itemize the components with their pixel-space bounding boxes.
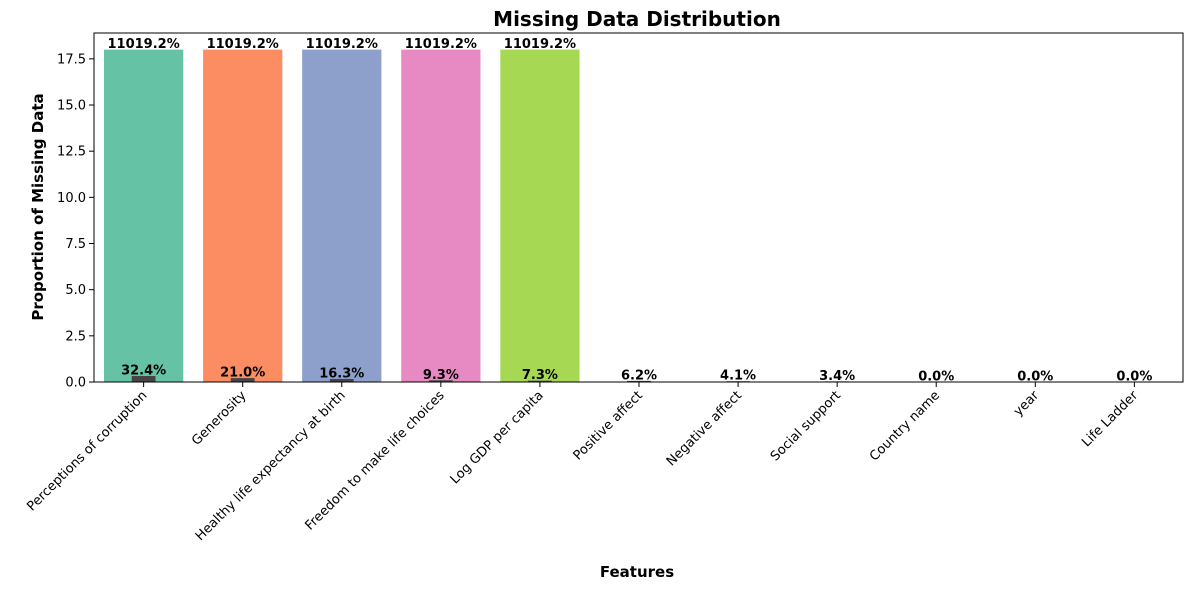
data-label-series2-6: 4.1% [720,369,756,384]
data-label-series2-7: 3.4% [819,369,855,384]
bar-series2-4 [528,380,552,382]
bar-series1-3 [401,49,481,382]
x-tick-label-4: Log GDP per capita [448,388,547,487]
y-axis-label: Proportion of Missing Data [29,93,47,320]
y-tick-label-0: 0.0 [65,376,86,391]
bar-series2-0 [131,376,156,382]
data-label-series2-0: 32.4% [121,364,166,379]
bar-series1-0 [104,49,184,382]
y-tick-label-6: 15.0 [57,99,86,114]
y-tick-label-7: 17.5 [57,52,86,67]
x-tick-label-5: Positive affect [571,388,646,463]
x-tick-label-1: Generosity [189,388,250,449]
bar-series2-2 [329,378,354,382]
data-label-series1-2: 11019.2% [306,37,378,52]
data-label-series1-3: 11019.2% [405,37,477,52]
x-axis-ticks: Perceptions of corruption GenerosityHealt… [24,382,1142,544]
x-tick-label-10: Life Ladder [1079,388,1141,450]
chart-title: Missing Data Distribution [493,7,781,31]
x-tick-label-6: Negative affect [664,388,745,469]
y-tick-label-4: 10.0 [57,191,86,206]
bar-series1-4 [500,49,580,382]
bar-series1-1 [203,49,283,382]
data-label-series2-2: 16.3% [319,366,364,381]
bar-series2-3 [428,380,453,382]
bar-series2-1 [230,378,255,382]
y-tick-label-3: 7.5 [65,237,86,252]
bar-series2-5 [627,380,651,382]
data-label-series1-4: 11019.2% [504,37,576,52]
data-label-series2-8: 0.0% [918,370,954,385]
y-tick-label-2: 5.0 [65,283,86,298]
data-label-series2-9: 0.0% [1017,370,1053,385]
data-label-series2-1: 21.0% [220,366,265,381]
data-label-series2-4: 7.3% [522,368,558,383]
data-label-series1-0: 11019.2% [108,37,180,52]
x-tick-label-8: Country name [867,388,943,464]
x-tick-label-9: year [1011,388,1043,420]
data-labels: 11019.2% 11019.2% 11019.2% 11019.2% 11019.2%… [108,37,1153,384]
plot-frame [93,32,1184,383]
data-label-series2-5: 6.2% [621,368,657,383]
data-label-series2-10: 0.0% [1116,370,1152,385]
x-tick-label-7: Social support [768,388,844,464]
y-axis-ticks: 0.0 2.5 5.0 7.5 10.0 12.5 15.0 17.5 [57,52,94,391]
y-tick-label-1: 2.5 [65,329,86,344]
x-axis-label: Features [600,563,674,581]
y-tick-label-5: 12.5 [57,145,86,160]
bar-series1-2 [302,49,382,382]
data-label-series1-1: 11019.2% [207,37,279,52]
bars-group [104,49,850,382]
x-tick-label-0: Perceptions of corruption [24,388,150,514]
data-label-series2-3: 9.3% [423,368,459,383]
